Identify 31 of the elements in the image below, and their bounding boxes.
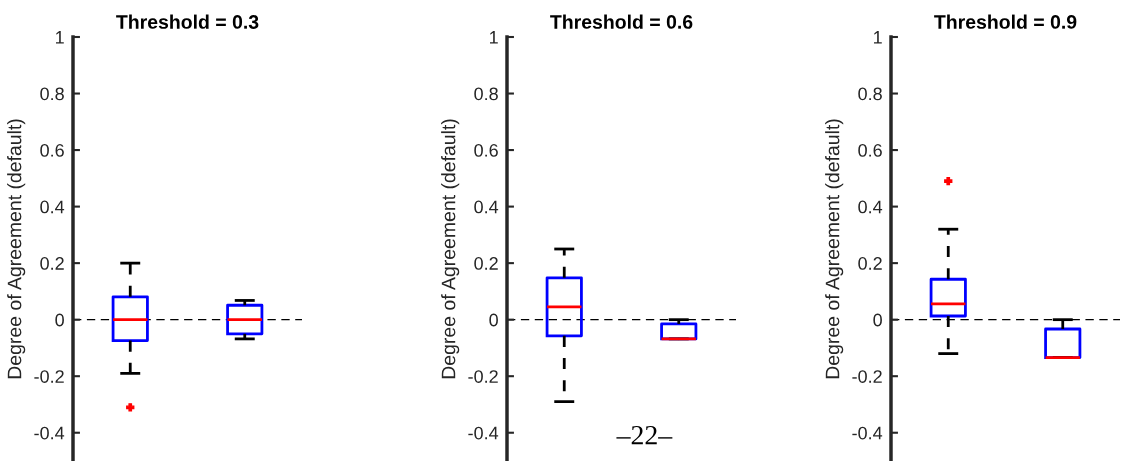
y-tick-label: 0: [55, 313, 64, 327]
y-axis-title: Degree of Agreement (default): [441, 119, 460, 379]
y-tick-label: 0.8: [858, 87, 882, 101]
chart-title: Threshold = 0.9: [934, 14, 1077, 29]
y-tick-label: -0.2: [34, 370, 64, 383]
y-axis-title: Degree of Agreement (default): [825, 119, 844, 379]
y-tick-label: 1: [56, 31, 64, 44]
y-tick-label: 0.6: [858, 144, 882, 157]
y-tick-label: 0.8: [40, 87, 64, 101]
y-tick-label: 0.2: [40, 257, 64, 270]
y-tick-label: 0.6: [474, 144, 498, 157]
annotation: –22–: [616, 425, 673, 445]
y-tick-label: 1: [874, 31, 882, 44]
y-tick-label: 0.4: [40, 200, 65, 214]
y-tick-label: 0.2: [474, 257, 498, 270]
y-tick-label: -0.4: [852, 426, 883, 440]
y-tick-label: -0.2: [468, 370, 498, 383]
y-tick-label: -0.2: [852, 370, 882, 383]
chart-title: Threshold = 0.6: [550, 14, 693, 29]
chart-title: Threshold = 0.3: [116, 14, 259, 29]
y-tick-label: 0.4: [474, 200, 499, 214]
y-tick-label: 0.6: [40, 144, 64, 157]
y-axis-title: Degree of Agreement (default): [7, 119, 26, 379]
y-tick-label: -0.4: [34, 426, 65, 440]
y-tick-label: 0.4: [858, 200, 883, 214]
y-tick-label: 0: [873, 313, 882, 327]
y-tick-label: 0: [489, 313, 498, 327]
y-tick-label: 0.8: [474, 87, 498, 101]
y-tick-label: -0.4: [468, 426, 499, 440]
y-tick-label: 0.2: [858, 257, 882, 270]
y-tick-label: 1: [490, 31, 498, 44]
